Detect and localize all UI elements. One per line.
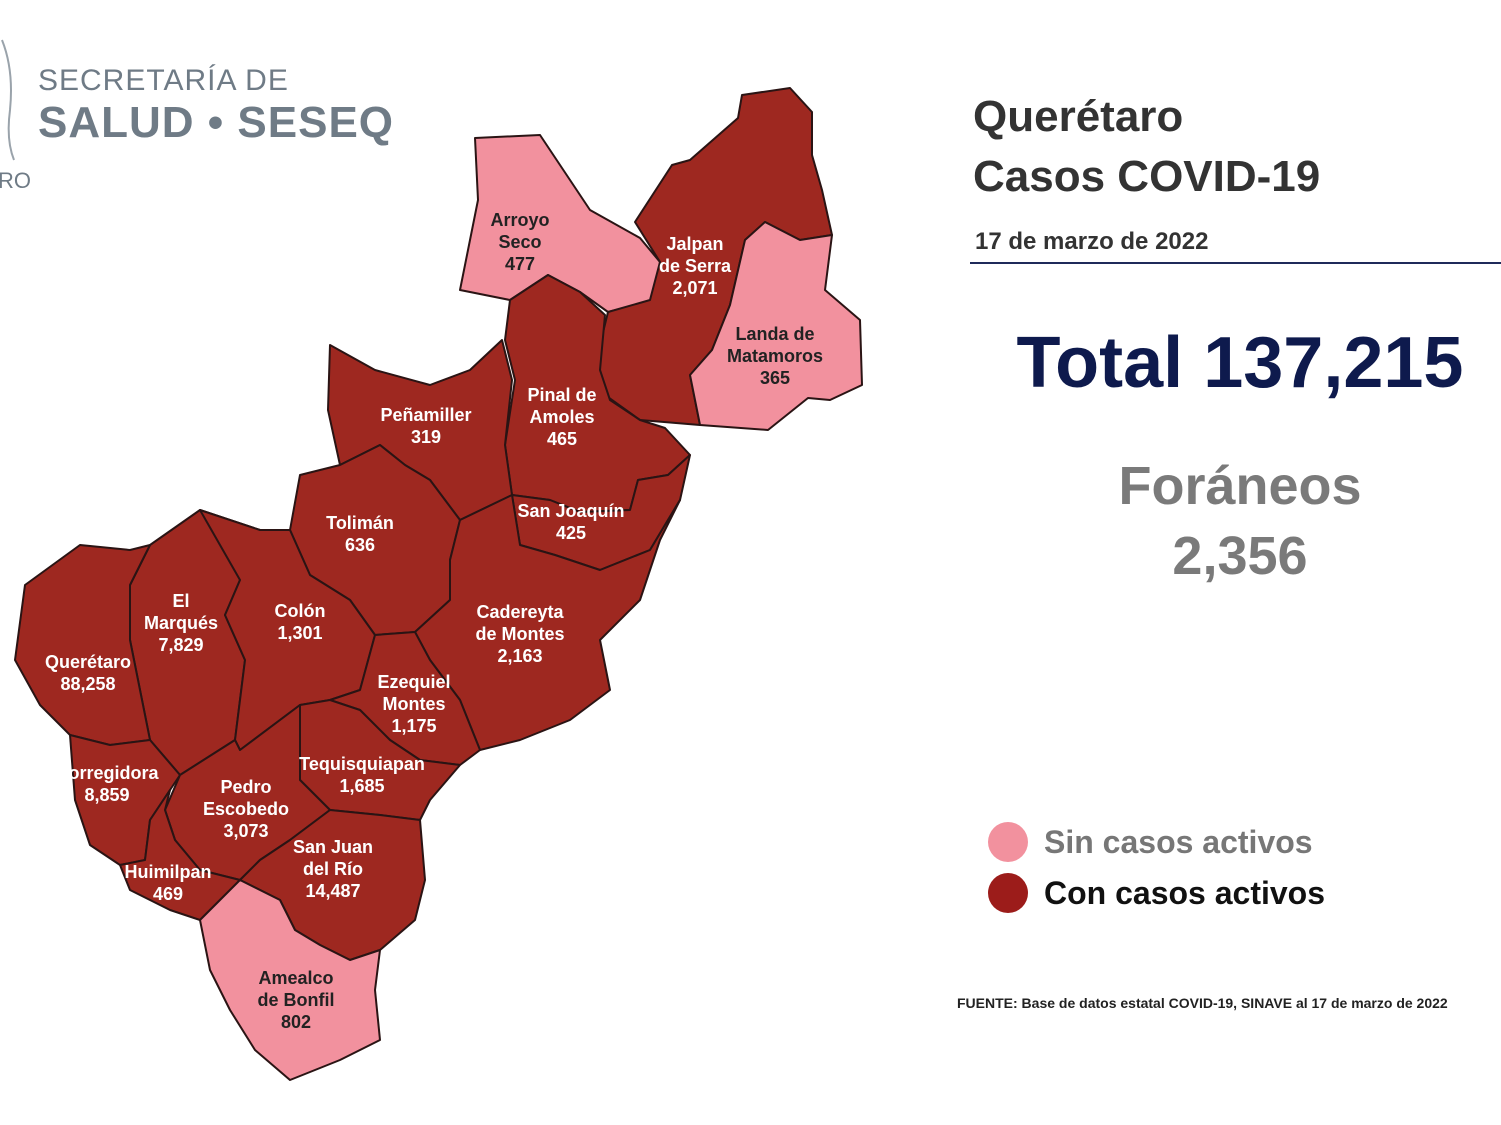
- label-cases-san-joaquin: 425: [556, 523, 586, 543]
- label-cases-queretaro: 88,258: [60, 674, 115, 694]
- region-queretaro: [14, 544, 151, 746]
- label-cases-arroyo-seco: 477: [505, 254, 535, 274]
- label-name-amealco-de-bonfil: Amealco: [258, 968, 333, 988]
- title-state: Querétaro: [973, 92, 1184, 141]
- municipality-regions: [14, 87, 863, 1081]
- label-cases-landa-de-matamoros: 365: [760, 368, 790, 388]
- legend-label-active: Con casos activos: [1044, 874, 1325, 911]
- label-name-jalpan-de-serra: Jalpan: [666, 234, 723, 254]
- region-amealco-de-bonfil: [199, 879, 381, 1081]
- title-subject: Casos COVID-19: [973, 152, 1321, 201]
- foraneos-label: Foráneos: [1118, 456, 1362, 516]
- label-cases-tequisquiapan: 1,685: [339, 776, 384, 796]
- emblem-icon: [1, 39, 15, 161]
- label-name-san-juan-del-rio: San Juan: [293, 837, 373, 857]
- label-name-pedro-escobedo: Pedro: [220, 777, 271, 797]
- label-cases-toliman: 636: [345, 535, 375, 555]
- label-name-landa-de-matamoros: Matamoros: [727, 346, 823, 366]
- label-cases-pinal-de-amoles: 465: [547, 429, 577, 449]
- org-name-line2: SALUD • SESEQ: [38, 98, 395, 147]
- legend-swatch-inactive: [988, 822, 1028, 862]
- label-cases-el-marques: 7,829: [158, 635, 203, 655]
- label-name-arroyo-seco: Seco: [498, 232, 541, 252]
- label-name-cadereyta-de-montes: de Montes: [475, 624, 564, 644]
- label-cases-san-juan-del-rio: 14,487: [305, 881, 360, 901]
- label-name-el-marques: El: [172, 591, 189, 611]
- label-name-san-joaquin: San Joaquín: [517, 501, 624, 521]
- label-cases-jalpan-de-serra: 2,071: [672, 278, 717, 298]
- data-source-note: FUENTE: Base de datos estatal COVID-19, …: [957, 995, 1448, 1011]
- label-cases-cadereyta-de-montes: 2,163: [497, 646, 542, 666]
- label-name-toliman: Tolimán: [326, 513, 394, 533]
- label-name-queretaro: Querétaro: [45, 652, 131, 672]
- label-cases-colon: 1,301: [277, 623, 322, 643]
- label-name-ezequiel-montes: Montes: [383, 694, 446, 714]
- foraneos-value: 2,356: [1172, 526, 1308, 586]
- legend-label-inactive: Sin casos activos: [1044, 823, 1313, 860]
- region-huimilpan: [119, 789, 241, 921]
- label-name-corregidora: Corregidora: [55, 763, 159, 783]
- label-name-colon: Colón: [275, 601, 326, 621]
- label-name-jalpan-de-serra: de Serra: [659, 256, 732, 276]
- label-cases-penamiller: 319: [411, 427, 441, 447]
- label-cases-corregidora: 8,859: [84, 785, 129, 805]
- label-name-ezequiel-montes: Ezequiel: [377, 672, 450, 692]
- label-cases-ezequiel-montes: 1,175: [391, 716, 436, 736]
- label-name-cadereyta-de-montes: Cadereyta: [476, 602, 564, 622]
- label-cases-huimilpan: 469: [153, 884, 183, 904]
- label-name-san-juan-del-rio: del Río: [303, 859, 363, 879]
- label-name-amealco-de-bonfil: de Bonfil: [258, 990, 335, 1010]
- region-landa-de-matamoros: [689, 221, 863, 431]
- label-name-tequisquiapan: Tequisquiapan: [299, 754, 425, 774]
- legend-item-inactive: Sin casos activos: [988, 822, 1313, 862]
- title-divider: [970, 262, 1501, 264]
- report-date: 17 de marzo de 2022: [975, 228, 1209, 255]
- legend-item-active: Con casos activos: [988, 873, 1325, 913]
- label-cases-amealco-de-bonfil: 802: [281, 1012, 311, 1032]
- logo-fragment-text: RO: [0, 168, 31, 193]
- label-name-arroyo-seco: Arroyo: [490, 210, 549, 230]
- label-name-pedro-escobedo: Escobedo: [203, 799, 289, 819]
- label-name-pinal-de-amoles: Amoles: [529, 407, 594, 427]
- org-name-line1: SECRETARÍA DE: [38, 64, 289, 97]
- label-name-penamiller: Peñamiller: [380, 405, 471, 425]
- seseq-logo: [0, 20, 400, 200]
- total-cases: Total 137,215: [1016, 323, 1464, 403]
- legend-swatch-active: [988, 873, 1028, 913]
- label-cases-pedro-escobedo: 3,073: [223, 821, 268, 841]
- label-name-landa-de-matamoros: Landa de: [735, 324, 814, 344]
- label-name-huimilpan: Huimilpan: [124, 862, 211, 882]
- label-name-pinal-de-amoles: Pinal de: [527, 385, 596, 405]
- label-name-el-marques: Marqués: [144, 613, 218, 633]
